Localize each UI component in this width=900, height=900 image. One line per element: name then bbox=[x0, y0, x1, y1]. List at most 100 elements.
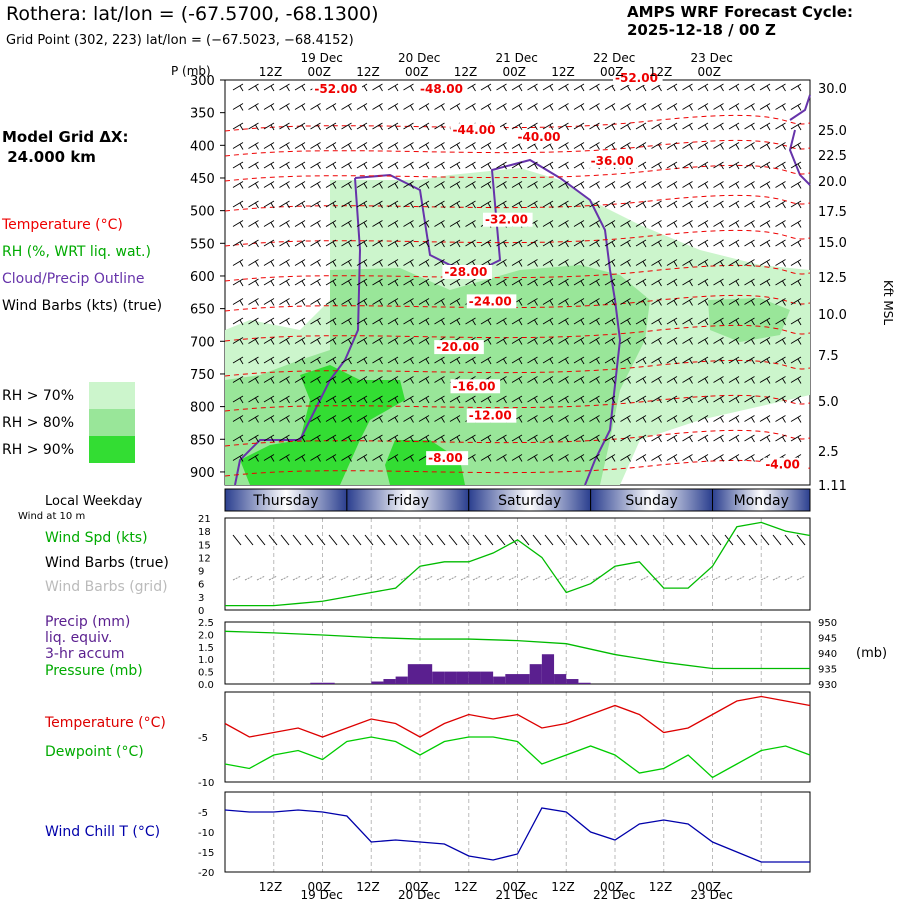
wind-barb bbox=[248, 239, 259, 248]
wind-barb bbox=[480, 278, 492, 287]
wind-barb bbox=[697, 103, 709, 111]
wind-barb bbox=[263, 356, 275, 365]
wind-barb bbox=[589, 415, 600, 423]
wind-barb bbox=[589, 142, 600, 150]
wind-barb bbox=[372, 142, 383, 150]
wind-barb bbox=[697, 259, 709, 267]
wind-barb bbox=[775, 434, 786, 443]
wind-barb-true bbox=[772, 534, 782, 546]
wind-barb bbox=[248, 122, 259, 131]
wind-barb bbox=[356, 278, 368, 287]
wind-barb bbox=[263, 395, 275, 404]
wind-barb bbox=[263, 278, 275, 287]
wind-barb-grid bbox=[532, 575, 542, 581]
temperature-label-bg bbox=[418, 82, 468, 97]
wind-barb bbox=[418, 239, 430, 248]
wind-barb bbox=[527, 200, 538, 209]
wind-barb bbox=[403, 103, 414, 111]
wind-barb bbox=[232, 239, 244, 248]
wind-barb bbox=[372, 454, 383, 462]
wind-barb bbox=[403, 161, 414, 170]
forecast-cycle-title: AMPS WRF Forecast Cycle: bbox=[627, 3, 853, 21]
wind-barb bbox=[558, 142, 569, 150]
wind-barb bbox=[279, 317, 290, 326]
wind-barb bbox=[496, 83, 507, 92]
wind-barb bbox=[713, 200, 724, 209]
precip-ytick: 1.5 bbox=[198, 643, 214, 654]
pressure-tick-label: 300 bbox=[190, 74, 215, 89]
wind-barb bbox=[589, 122, 600, 131]
wind-barb bbox=[651, 220, 662, 228]
wind-barb bbox=[403, 376, 414, 384]
wind-barb-grid bbox=[436, 575, 446, 581]
wind-barb bbox=[604, 415, 616, 423]
temperature-label-bg bbox=[515, 129, 566, 144]
wind-barb bbox=[372, 337, 383, 345]
wind-barb bbox=[496, 181, 507, 189]
wind-barb bbox=[558, 376, 569, 384]
wind-barb bbox=[403, 454, 414, 462]
wind-barb-true bbox=[232, 534, 242, 546]
wind-barb bbox=[558, 395, 569, 404]
wind-barb bbox=[635, 103, 647, 111]
wind-barb bbox=[589, 395, 600, 404]
wind-barb bbox=[604, 356, 616, 365]
wind-barb bbox=[248, 415, 259, 423]
wind-barb bbox=[403, 337, 414, 345]
bottom-hour-label: 00Z bbox=[698, 880, 722, 894]
wind-barb bbox=[511, 278, 523, 287]
wind-barb bbox=[480, 395, 492, 404]
wind-barb bbox=[604, 317, 616, 326]
wind-barb bbox=[775, 376, 786, 384]
temperature-label: -24.00 bbox=[469, 294, 512, 308]
wind-barb-grid bbox=[700, 575, 710, 581]
wind-barb bbox=[759, 337, 771, 345]
wind-barb bbox=[434, 239, 445, 248]
wind-barb bbox=[759, 103, 771, 111]
temperature-contour bbox=[224, 394, 811, 412]
wind-barb bbox=[573, 298, 585, 306]
wind-barb bbox=[651, 415, 662, 423]
wind-barb bbox=[620, 454, 631, 462]
wind-barb bbox=[465, 103, 476, 111]
wind-barb bbox=[372, 161, 383, 170]
top-hour-label: 12Z bbox=[551, 65, 575, 79]
wind-ytick: 21 bbox=[198, 514, 211, 525]
wind-barb bbox=[356, 415, 368, 423]
temperature-label-bg bbox=[426, 451, 469, 466]
wind-barb bbox=[744, 317, 755, 326]
wind-barb bbox=[465, 356, 476, 365]
wind-barb bbox=[759, 239, 771, 248]
wind-barb bbox=[635, 434, 647, 443]
wind-barb-true bbox=[328, 534, 338, 546]
wind-barb bbox=[744, 83, 755, 92]
wind-barb bbox=[775, 298, 786, 306]
windchill-ytick: -10 bbox=[198, 828, 214, 839]
wind-barb bbox=[682, 278, 693, 287]
wind-barb bbox=[387, 103, 399, 111]
wind-barb bbox=[387, 298, 399, 306]
wind-barb bbox=[248, 161, 259, 170]
legend-liq-equiv: liq. equiv. bbox=[45, 630, 112, 646]
wind-barb-grid bbox=[688, 575, 698, 581]
wind-barb bbox=[341, 161, 352, 170]
wind-barb bbox=[759, 161, 771, 170]
top-hour-label: 00Z bbox=[308, 65, 332, 79]
wind-barb bbox=[589, 337, 600, 345]
wind-barb-true bbox=[760, 534, 770, 546]
wind-barb bbox=[713, 161, 724, 170]
wind-barb bbox=[511, 434, 523, 443]
wind-barb-true bbox=[520, 534, 530, 546]
wind-barb bbox=[620, 317, 631, 326]
kft-tick-label: 10.0 bbox=[818, 308, 847, 323]
wind-barb-grid bbox=[568, 575, 578, 581]
legend-wind-spd: Wind Spd (kts) bbox=[45, 530, 148, 546]
wind-barb bbox=[356, 239, 368, 248]
precip-bar bbox=[578, 682, 591, 684]
precip-bar bbox=[432, 671, 445, 684]
wind-barb bbox=[387, 259, 399, 267]
wind-barb bbox=[682, 317, 693, 326]
wind-barb bbox=[604, 200, 616, 209]
wind-barb bbox=[511, 356, 523, 365]
temperature-label-bg bbox=[483, 212, 533, 227]
